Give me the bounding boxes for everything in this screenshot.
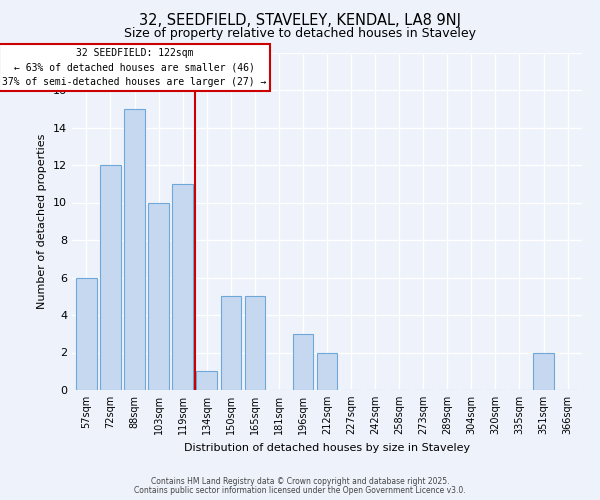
Bar [245, 296, 265, 390]
Bar [76, 278, 97, 390]
Bar [196, 371, 217, 390]
Bar [533, 352, 554, 390]
Text: Contains public sector information licensed under the Open Government Licence v3: Contains public sector information licen… [134, 486, 466, 495]
X-axis label: Distribution of detached houses by size in Staveley: Distribution of detached houses by size … [184, 442, 470, 452]
Text: Size of property relative to detached houses in Staveley: Size of property relative to detached ho… [124, 28, 476, 40]
Bar [317, 352, 337, 390]
Bar [293, 334, 313, 390]
Bar [100, 165, 121, 390]
Bar [221, 296, 241, 390]
Y-axis label: Number of detached properties: Number of detached properties [37, 134, 47, 309]
Bar [172, 184, 193, 390]
Text: Contains HM Land Registry data © Crown copyright and database right 2025.: Contains HM Land Registry data © Crown c… [151, 477, 449, 486]
Text: 32, SEEDFIELD, STAVELEY, KENDAL, LA8 9NJ: 32, SEEDFIELD, STAVELEY, KENDAL, LA8 9NJ [139, 12, 461, 28]
Bar [124, 109, 145, 390]
Text: 32 SEEDFIELD: 122sqm
← 63% of detached houses are smaller (46)
37% of semi-detac: 32 SEEDFIELD: 122sqm ← 63% of detached h… [2, 48, 267, 88]
Bar [148, 202, 169, 390]
